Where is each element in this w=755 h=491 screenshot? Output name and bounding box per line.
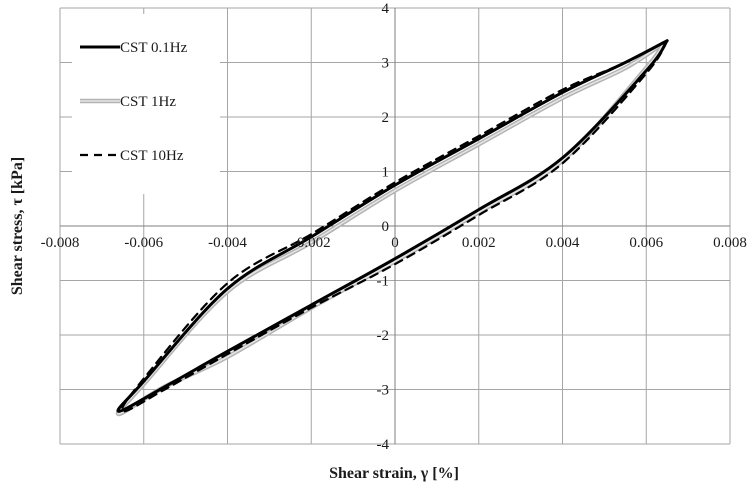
legend-background [72,14,220,194]
series-layer [115,39,669,417]
legend-label-2: CST 10Hz [120,148,184,164]
x-tick-label: -0.002 [292,235,331,251]
series-line-0 [116,39,669,413]
legend: CST 0.1Hz CST 1Hz CST 10Hz [72,14,220,194]
y-tick-label: -3 [377,383,390,399]
x-tick-label: 0.004 [546,235,580,251]
legend-label-1: CST 1Hz [120,94,176,110]
y-tick-label: 0 [382,219,390,235]
x-tick-label: -0.004 [208,235,247,251]
legend-items: CST 0.1Hz CST 1Hz CST 10Hz [80,40,188,164]
y-tick-label: 4 [382,1,390,17]
legend-label-0: CST 0.1Hz [120,40,188,56]
y-tick-label: -1 [377,274,390,290]
x-tick-label: -0.008 [41,235,80,251]
series-line-inner-1 [117,42,664,415]
x-tick-label: 0.008 [713,235,747,251]
y-tick-label: -2 [377,328,390,344]
x-tick-label: 0.006 [629,235,663,251]
x-axis-title: Shear strain, γ [%] [329,465,459,482]
y-axis-title: Shear stress, τ [kPa] [9,157,26,295]
x-tick-label: -0.006 [124,235,163,251]
y-tick-label: 2 [382,110,390,126]
tick-layer: -0.008 -0.006 -0.004 -0.002 0 0.002 0.004 0.006… [41,1,747,453]
y-tick-label: -4 [377,437,390,453]
x-tick-label: 0 [391,235,399,251]
y-tick-label: 1 [382,165,390,181]
series-line-2 [120,39,669,413]
axis-layer [60,8,730,444]
x-tick-label: 0.002 [462,235,496,251]
y-tick-label: 3 [382,56,390,72]
